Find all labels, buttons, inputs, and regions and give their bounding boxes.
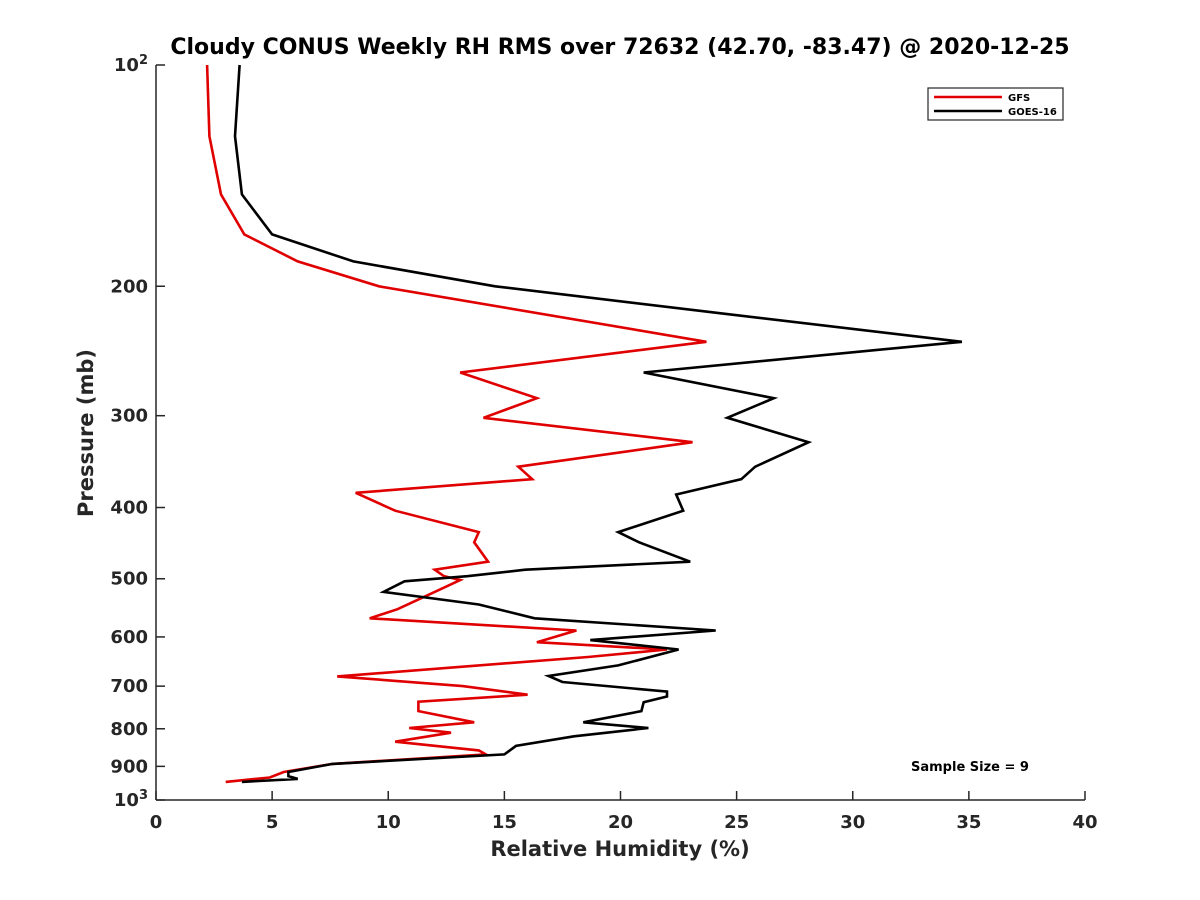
plot-area xyxy=(205,64,963,784)
chart-title: Cloudy CONUS Weekly RH RMS over 72632 (4… xyxy=(170,35,1069,60)
y-tick-label: 600 xyxy=(110,627,148,648)
y-tick-label: 500 xyxy=(110,569,148,590)
series-line-gfs xyxy=(205,64,707,784)
x-tick-label: 20 xyxy=(608,812,633,833)
x-tick-label: 30 xyxy=(840,812,865,833)
x-tick-label: 10 xyxy=(376,812,401,833)
y-tick-label: 900 xyxy=(110,756,148,777)
y-tick-label: 102 xyxy=(114,53,148,76)
y-axis-ticks: 102 200 300 400 500 600 700 800 900 103 xyxy=(110,53,165,811)
x-tick-label: 5 xyxy=(266,812,279,833)
x-axis-ticks: 0 5 10 15 20 25 30 35 40 xyxy=(150,791,1098,833)
legend-box xyxy=(927,87,1064,121)
x-tick-label: 40 xyxy=(1072,812,1097,833)
y-tick-label: 200 xyxy=(110,276,148,297)
y-tick-label: 300 xyxy=(110,406,148,427)
y-axis-label: Pressure (mb) xyxy=(74,349,98,517)
y-tick-label: 800 xyxy=(110,719,148,740)
y-tick-label: 700 xyxy=(110,676,148,697)
x-tick-label: 35 xyxy=(956,812,981,833)
legend: GFS GOES-16 xyxy=(927,87,1064,121)
y-tick-label: 103 xyxy=(114,788,148,811)
y-tick-label: 400 xyxy=(110,498,148,519)
series-line-goes-16 xyxy=(233,64,963,784)
legend-label-goes16: GOES-16 xyxy=(1008,107,1057,118)
x-axis-label: Relative Humidity (%) xyxy=(490,837,749,861)
sample-size-annotation: Sample Size = 9 xyxy=(911,760,1029,775)
x-tick-label: 25 xyxy=(724,812,749,833)
x-tick-label: 0 xyxy=(150,812,163,833)
legend-label-gfs: GFS xyxy=(1008,93,1030,104)
x-tick-label: 15 xyxy=(492,812,517,833)
